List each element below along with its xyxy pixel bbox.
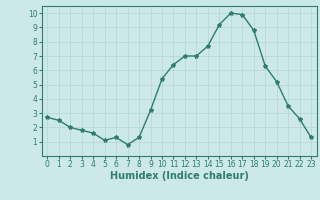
X-axis label: Humidex (Indice chaleur): Humidex (Indice chaleur) [110,171,249,181]
